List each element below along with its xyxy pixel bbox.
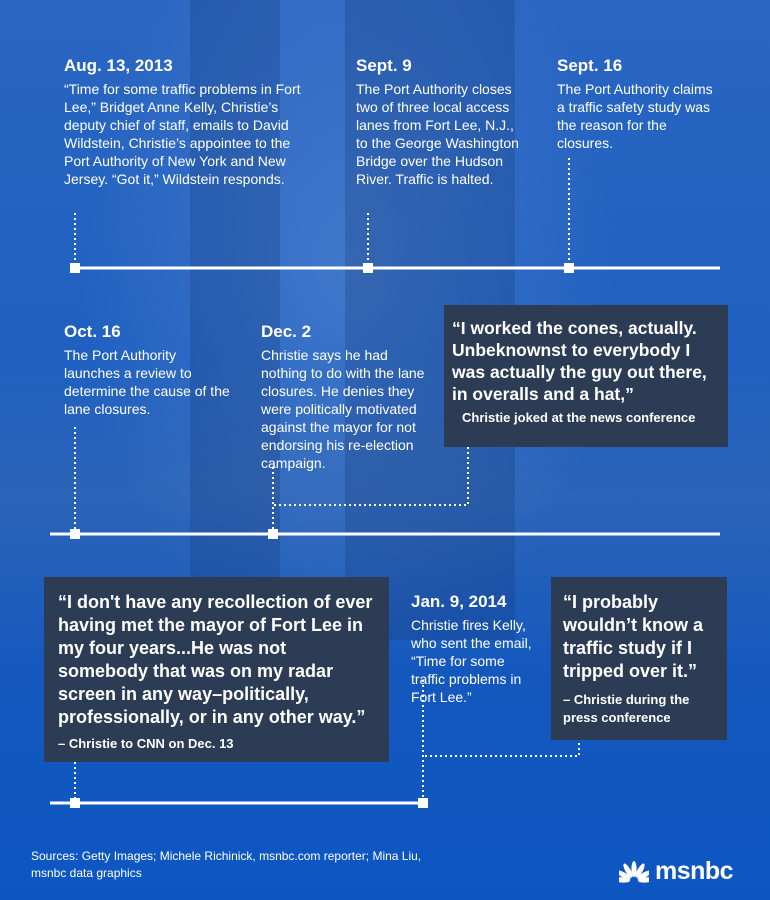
event-text: Christie fires Kelly, who sent the email…	[411, 617, 532, 705]
timeline-marker	[70, 263, 80, 273]
timeline-marker	[268, 529, 278, 539]
sources-credit: Sources: Getty Images; Michele Richinick…	[31, 849, 422, 880]
event-text: The Port Authority closes two of three l…	[356, 81, 519, 187]
logo-text: msnbc	[655, 857, 734, 885]
timeline-marker	[70, 798, 80, 808]
bridge-tower-left	[190, 0, 280, 620]
quote-attribution: – Christie to CNN on Dec. 13	[58, 736, 234, 751]
quote-attribution: Christie joked at the news conference	[462, 410, 696, 425]
event-oct-16: Oct. 16 The Port Authority launches a re…	[64, 322, 234, 418]
msnbc-logo: msnbc	[619, 857, 734, 886]
event-text: Christie says he had nothing to do with …	[261, 347, 425, 471]
quote-box-traffic-study: “I probably wouldn’t know a traffic stud…	[551, 577, 727, 740]
quote-text: “I probably wouldn’t know a traffic stud…	[563, 592, 703, 681]
connector-line	[272, 447, 469, 534]
event-dec-2: Dec. 2 Christie says he had nothing to d…	[261, 322, 436, 472]
quote-attribution: – Christie during the press conference	[563, 692, 690, 725]
event-text: “Time for some traffic problems in Fort …	[64, 81, 301, 187]
event-jan-9: Jan. 9, 2014 Christie fires Kelly, who s…	[411, 592, 541, 706]
event-aug-13: Aug. 13, 2013 “Time for some traffic pro…	[64, 56, 304, 188]
event-date: Oct. 16	[64, 322, 121, 341]
timeline-marker	[363, 263, 373, 273]
timeline-marker	[564, 263, 574, 273]
peacock-icon	[619, 860, 649, 883]
quote-text: “I don't have any recollection of ever h…	[58, 592, 373, 727]
event-date: Sept. 16	[557, 56, 623, 75]
event-date: Aug. 13, 2013	[64, 56, 173, 75]
quote-box-cones: “I worked the cones, actually. Unbeknown…	[444, 305, 728, 447]
event-date: Jan. 9, 2014	[411, 592, 507, 611]
event-date: Sept. 9	[356, 56, 412, 75]
event-sept-16: Sept. 16 The Port Authority claims a tra…	[557, 56, 717, 152]
timeline-marker	[418, 798, 428, 808]
event-text: The Port Authority claims a traffic safe…	[557, 81, 713, 151]
event-sept-9: Sept. 9 The Port Authority closes two of…	[356, 56, 526, 188]
timeline-marker	[70, 529, 80, 539]
quote-text: “I worked the cones, actually. Unbeknown…	[452, 318, 707, 404]
event-text: The Port Authority launches a review to …	[64, 347, 230, 417]
event-date: Dec. 2	[261, 322, 312, 341]
quote-box-cnn: “I don't have any recollection of ever h…	[44, 577, 389, 762]
connector-line	[423, 733, 580, 757]
